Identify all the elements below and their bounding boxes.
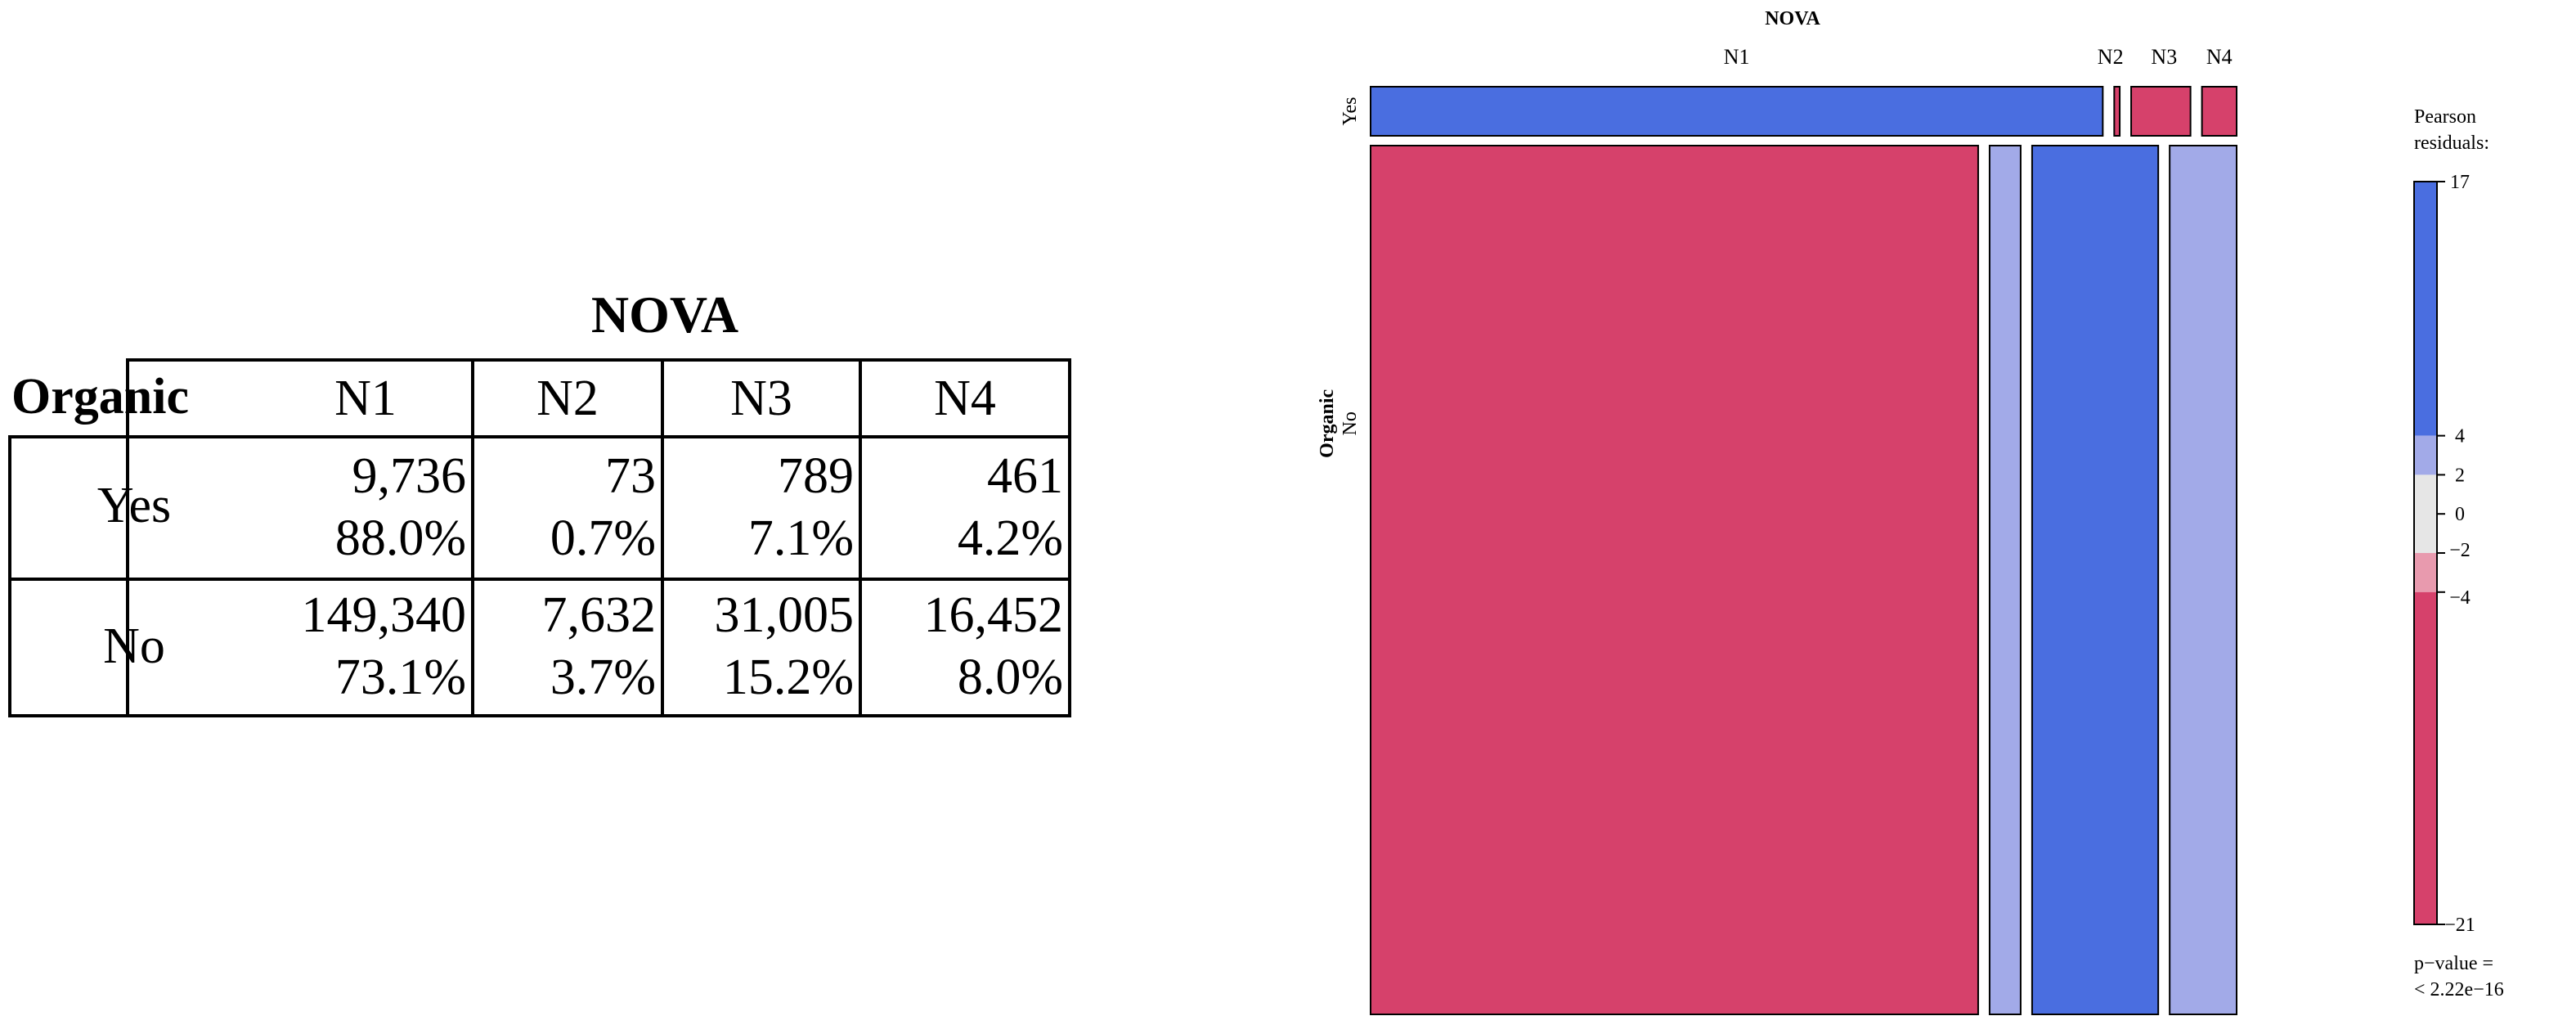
mosaic-cell-yes-n2 (2113, 86, 2121, 137)
mosaic-row-label-no: No (1340, 411, 1361, 435)
cell-no-n1-count: 149,340 (301, 587, 467, 643)
legend-tick-label-6: −21 (2444, 915, 2475, 936)
cell-yes-n2-percent: 0.7% (550, 510, 656, 566)
table-border-col-n4 (859, 358, 862, 717)
cell-yes-n3-percent: 7.1% (747, 510, 854, 566)
table-border-left (8, 435, 11, 717)
legend-band-0 (2414, 182, 2437, 436)
cell-no-n4-count: 16,452 (923, 587, 1064, 643)
cell-yes-n4-count: 461 (987, 448, 1063, 504)
legend-band-4 (2414, 591, 2437, 924)
cell-yes-n1-percent: 88.0% (334, 510, 466, 566)
cell-yes-n1-count: 9,736 (352, 448, 467, 504)
mosaic-cell-no-n2 (1988, 145, 2022, 1015)
legend-tick-label-1: 4 (2455, 426, 2465, 447)
mosaic-col-label-n4: N4 (2206, 45, 2233, 69)
mosaic-cell-yes-n1 (1370, 86, 2104, 137)
mosaic-row-variable-label: Organic (1317, 389, 1338, 458)
table-column-variable-title: NOVA (590, 285, 739, 344)
table-border-row-divider (8, 578, 1071, 581)
mosaic-cell-yes-n4 (2201, 86, 2237, 137)
legend-title-line2: residuals: (2414, 133, 2489, 154)
table-col-header-n1: N1 (334, 371, 397, 426)
cell-yes-n3-count: 789 (778, 448, 854, 504)
mosaic-col-label-n3: N3 (2151, 45, 2177, 69)
mosaic-row-label-yes: Yes (1340, 97, 1361, 126)
cell-no-n2-percent: 3.7% (550, 650, 656, 705)
legend-band-1 (2414, 435, 2437, 475)
mosaic-plot-panel: NOVA N1 N2 N3 N4 Yes Organic No Pearson residuals… (1079, 0, 2576, 1025)
cell-no-n3-count: 31,005 (714, 587, 855, 643)
table-row-label-no: No (103, 618, 165, 674)
legend-tick-label-0: 17 (2450, 172, 2470, 193)
table-row-label-yes: Yes (96, 478, 172, 533)
table-border-top (126, 358, 1071, 362)
table-border-header-bottom (8, 435, 1071, 438)
legend-tick-label-4: −2 (2449, 540, 2471, 561)
cell-no-n4-percent: 8.0% (957, 650, 1063, 705)
mosaic-cell-no-n3 (2031, 145, 2160, 1015)
table-col-header-n2: N2 (536, 371, 599, 426)
legend-band-2 (2414, 474, 2437, 553)
cell-yes-n2-count: 73 (605, 448, 656, 504)
legend-tick-label-5: −4 (2449, 587, 2471, 609)
table-col-header-n4: N4 (934, 371, 996, 426)
mosaic-col-label-n2: N2 (2098, 45, 2124, 69)
legend-tick-label-2: 2 (2455, 465, 2465, 486)
pvalue-line2: < 2.22e−16 (2414, 979, 2504, 1000)
cell-no-n1-percent: 73.1% (334, 650, 466, 705)
table-col-header-n3: N3 (730, 371, 792, 426)
cell-no-n3-percent: 15.2% (722, 650, 854, 705)
table-border-right (1068, 358, 1071, 717)
pvalue-line1: p−value = (2414, 953, 2493, 974)
contingency-table: NOVA Organic N1 N2 N3 N4 Yes No 9,736 88… (0, 0, 1079, 1025)
mosaic-plot: NOVA N1 N2 N3 N4 Yes Organic No Pearson residuals… (1317, 8, 2504, 1015)
legend-band-3 (2414, 553, 2437, 592)
mosaic-title: NOVA (1765, 8, 1820, 29)
table-border-col-n3 (661, 358, 664, 717)
cell-no-n2-count: 7,632 (541, 587, 657, 643)
legend-title-line1: Pearson (2414, 106, 2476, 128)
table-border-bottom (8, 714, 1071, 717)
legend-tick-label-3: 0 (2455, 504, 2465, 525)
mosaic-cell-no-n4 (2169, 145, 2237, 1015)
mosaic-cell-yes-n3 (2130, 86, 2192, 137)
mosaic-cell-no-n1 (1370, 145, 1979, 1015)
table-border-col1-left (126, 358, 129, 717)
table-border-col-n2 (471, 358, 474, 717)
cell-yes-n4-percent: 4.2% (957, 510, 1063, 566)
table-row-variable-header: Organic (11, 369, 189, 425)
mosaic-col-label-n1: N1 (1724, 45, 1750, 69)
